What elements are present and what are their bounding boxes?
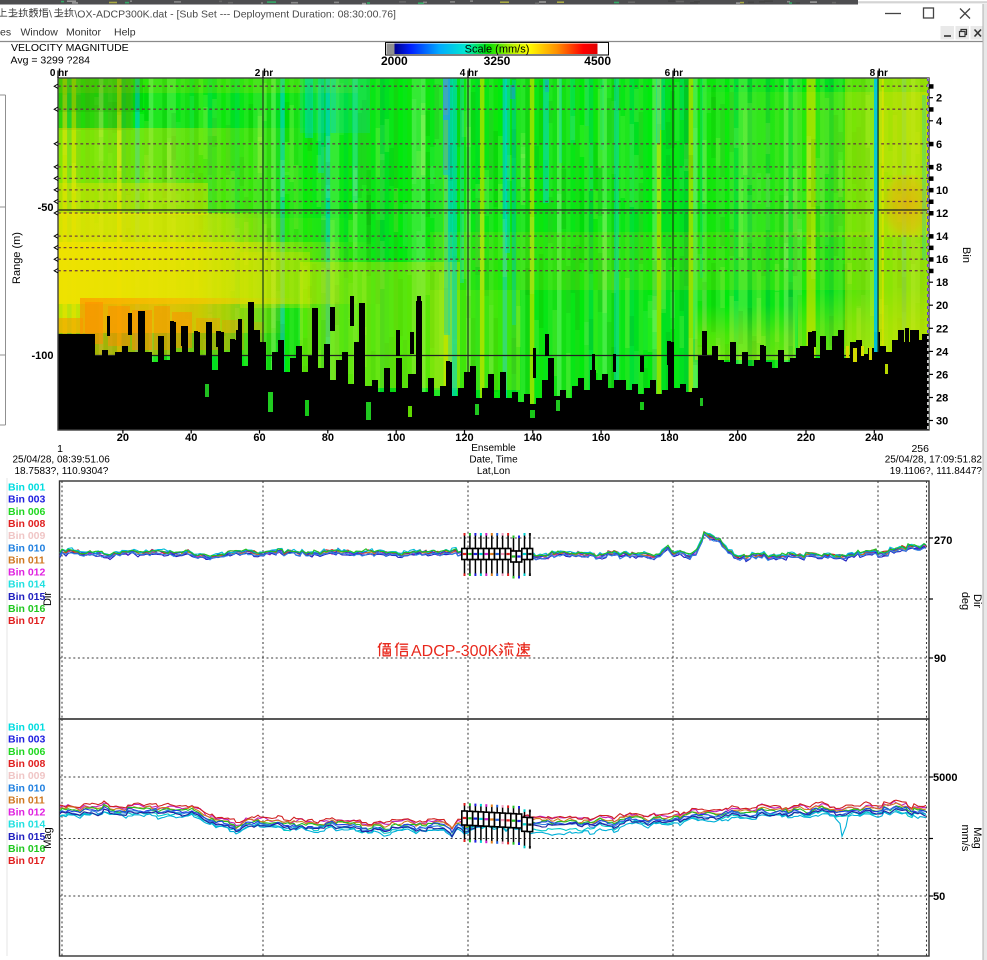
svg-text:Bin 003: Bin 003 [8, 494, 46, 506]
svg-text:6 hr: 6 hr [665, 68, 683, 79]
svg-text:ADCP-300K-: ADCP-300K- [411, 643, 503, 660]
svg-text:Bin 006: Bin 006 [8, 746, 46, 758]
svg-text:120: 120 [455, 432, 473, 444]
svg-text:Bin 016: Bin 016 [8, 843, 46, 855]
svg-text:-100: -100 [31, 350, 53, 362]
svg-text:Bin 011: Bin 011 [8, 554, 45, 566]
svg-text:220: 220 [797, 432, 815, 444]
svg-text:Bin 012: Bin 012 [8, 567, 46, 579]
svg-text:Bin 010: Bin 010 [8, 782, 46, 794]
svg-text:10: 10 [936, 185, 948, 197]
svg-text:Bin 003: Bin 003 [8, 734, 46, 746]
svg-text:VELOCITY MAGNITUDE: VELOCITY MAGNITUDE [11, 42, 129, 54]
svg-text:Bin 014: Bin 014 [8, 819, 46, 831]
svg-text:200: 200 [729, 432, 747, 444]
svg-text:14: 14 [936, 231, 949, 243]
svg-text:Bin 006: Bin 006 [8, 506, 46, 518]
svg-text:2000: 2000 [381, 54, 408, 68]
svg-text:2: 2 [936, 93, 942, 105]
svg-text:Bin 009: Bin 009 [8, 530, 46, 542]
svg-text:60: 60 [253, 432, 265, 444]
svg-text:8: 8 [936, 162, 942, 174]
svg-text:Bin 010: Bin 010 [8, 542, 46, 554]
svg-text:Lat,Lon: Lat,Lon [477, 466, 510, 477]
svg-text:Bin 012: Bin 012 [8, 807, 46, 819]
svg-text:Bin 014: Bin 014 [8, 579, 46, 591]
svg-text:Help: Help [114, 27, 136, 39]
svg-text:Bin 008: Bin 008 [8, 758, 46, 770]
svg-text:Monitor: Monitor [66, 27, 102, 39]
svg-text:Bin 017: Bin 017 [8, 855, 46, 867]
svg-text:22: 22 [936, 323, 948, 335]
svg-text:4: 4 [936, 116, 943, 128]
svg-text:160: 160 [592, 432, 610, 444]
svg-text:mm/s: mm/s [959, 825, 971, 852]
svg-text:25/04/28, 08:39:51.06: 25/04/28, 08:39:51.06 [13, 455, 111, 466]
svg-text:Bin: Bin [960, 247, 972, 263]
svg-text:8 hr: 8 hr [870, 68, 888, 79]
svg-text:24: 24 [936, 346, 949, 358]
svg-text:Bin 016: Bin 016 [8, 603, 46, 615]
svg-text:18.7583?, 110.9304?: 18.7583?, 110.9304? [15, 466, 109, 477]
svg-text:Bin 017: Bin 017 [8, 615, 46, 627]
svg-text:Ensemble: Ensemble [471, 443, 516, 454]
svg-text:Mag: Mag [42, 827, 54, 848]
svg-text:Mag: Mag [971, 827, 983, 848]
svg-text:Bin 011: Bin 011 [8, 794, 45, 806]
svg-text:3250: 3250 [484, 54, 511, 68]
svg-text:50: 50 [933, 891, 945, 903]
svg-text:16: 16 [936, 254, 948, 266]
svg-text:Bin 008: Bin 008 [8, 518, 46, 530]
svg-text:256: 256 [911, 443, 929, 455]
svg-text:Bin 001: Bin 001 [8, 482, 46, 494]
svg-text:18: 18 [936, 277, 948, 289]
svg-text:80: 80 [322, 432, 334, 444]
svg-text:Range (m): Range (m) [11, 232, 23, 284]
svg-text:4 hr: 4 hr [460, 68, 478, 79]
svg-text:Date, Time: Date, Time [469, 455, 518, 466]
svg-text:0 hr: 0 hr [50, 68, 68, 79]
svg-text:140: 140 [524, 432, 542, 444]
svg-text:Bin 015: Bin 015 [8, 831, 46, 843]
svg-text:Bin 001: Bin 001 [8, 722, 46, 734]
svg-text:100: 100 [387, 432, 405, 444]
svg-text:\OX-ADCP300K.dat - [Sub Set --: \OX-ADCP300K.dat - [Sub Set --- Deployme… [74, 9, 396, 21]
svg-text:\: \ [49, 9, 52, 21]
svg-text:2 hr: 2 hr [255, 68, 273, 79]
svg-text:Scale (mm/s): Scale (mm/s) [465, 44, 530, 56]
svg-text:26: 26 [936, 369, 948, 381]
svg-text:6: 6 [936, 139, 942, 151]
svg-text:90: 90 [934, 653, 946, 665]
svg-text:20: 20 [117, 432, 129, 444]
svg-text:180: 180 [660, 432, 678, 444]
svg-text:Bin 009: Bin 009 [8, 770, 46, 782]
svg-text:5000: 5000 [933, 772, 957, 784]
svg-text:Dir: Dir [971, 594, 983, 608]
svg-text:Bin 015: Bin 015 [8, 591, 46, 603]
svg-text:Dir: Dir [42, 592, 54, 606]
svg-text:20: 20 [936, 300, 948, 312]
svg-text:4500: 4500 [584, 54, 611, 68]
svg-text:25/04/28, 17:09:51.82: 25/04/28, 17:09:51.82 [885, 455, 983, 466]
svg-text:Avg = 3299 ?284: Avg = 3299 ?284 [11, 55, 91, 67]
svg-text:30: 30 [936, 416, 948, 428]
svg-text:deg: deg [959, 592, 971, 610]
svg-text:es: es [0, 27, 11, 39]
svg-text:240: 240 [865, 432, 883, 444]
svg-text:-50: -50 [38, 202, 54, 214]
svg-text:270: 270 [934, 535, 952, 547]
svg-text:19.1106?, 111.8447?: 19.1106?, 111.8447? [890, 466, 983, 477]
svg-text:Window: Window [21, 27, 59, 39]
svg-text:1: 1 [57, 443, 63, 455]
svg-text:28: 28 [936, 392, 948, 404]
svg-text:40: 40 [185, 432, 197, 444]
svg-text:12: 12 [936, 208, 948, 220]
